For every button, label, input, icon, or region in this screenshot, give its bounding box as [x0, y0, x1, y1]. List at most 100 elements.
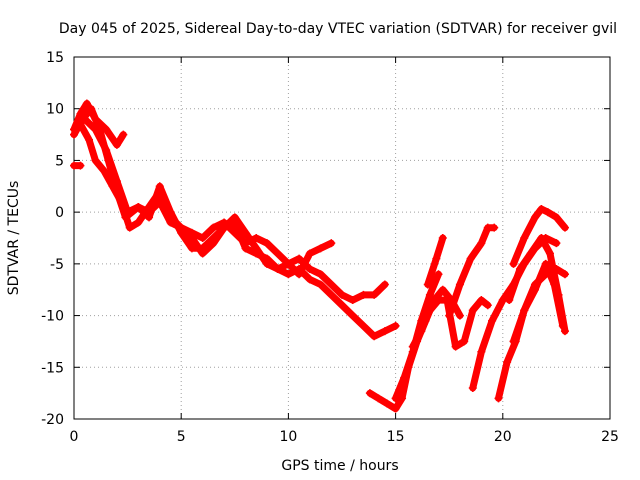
- data-point-track-2-19: [262, 239, 271, 248]
- data-point-track-4-18: [252, 244, 261, 253]
- data-point-track-4-16: [230, 213, 239, 222]
- y-axis-label: SDTVAR / TECUs: [6, 181, 22, 296]
- data-point-track-2-27: [348, 296, 357, 305]
- data-point-track-11-0: [468, 383, 477, 392]
- data-point-track-2-25: [327, 280, 336, 289]
- series-track-9: [423, 234, 447, 289]
- series-track-2: [70, 104, 389, 305]
- data-point-track-9-2: [438, 234, 447, 242]
- data-point-track-4-0: [76, 120, 85, 129]
- data-point-track-4-17: [241, 228, 250, 237]
- data-point-track-2-18: [252, 234, 261, 242]
- series-band-track-3: [81, 115, 400, 340]
- data-point-track-4-21: [284, 259, 293, 268]
- data-point-track-2-23: [305, 265, 314, 274]
- data-point-track-11-8: [552, 239, 561, 248]
- data-point-track-8-4: [443, 296, 452, 305]
- data-point-track-15-2: [530, 213, 539, 222]
- data-point-track-2-0: [70, 130, 78, 139]
- series-band-track-8: [409, 296, 492, 351]
- data-point-track-15-1: [520, 234, 529, 242]
- data-point-track-10-5: [490, 223, 499, 232]
- y-tick-label-3: -5: [50, 257, 64, 273]
- data-point-track-8-9: [483, 301, 492, 310]
- data-point-track-14-0: [505, 296, 514, 305]
- data-point-track-4-9: [155, 187, 164, 196]
- axis-ticks: 0 5 10 15 20 25 -20 -15 -10 -5 0 5 10 15: [41, 50, 619, 445]
- data-point-track-4-6: [125, 223, 134, 232]
- data-point-track-4-24: [316, 244, 325, 253]
- data-point-track-8-3: [434, 296, 443, 305]
- data-point-track-2-30: [380, 280, 389, 289]
- y-tick-label-2: -10: [41, 309, 64, 325]
- y-tick-label-5: 5: [55, 153, 64, 169]
- data-point-track-10-0: [445, 311, 454, 320]
- data-point-track-2-24: [316, 270, 325, 279]
- data-point-track-6-11: [455, 311, 464, 320]
- series-band-track-13: [510, 265, 569, 345]
- data-point-track-2-22: [295, 254, 304, 263]
- plot-frame: [73, 56, 611, 420]
- x-tick-label-2: 10: [279, 429, 297, 445]
- data-point-track-12-5: [541, 259, 550, 268]
- data-point-track-8-5: [451, 342, 460, 351]
- data-point-track-4-7: [134, 218, 143, 227]
- data-point-track-2-2: [87, 104, 96, 113]
- chart-title: Day 045 of 2025, Sidereal Day-to-day VTE…: [59, 21, 617, 37]
- data-point-track-4-10: [166, 213, 175, 222]
- data-point-track-3-24: [338, 301, 346, 310]
- data-point-track-8-8: [477, 296, 486, 305]
- data-point-track-3-28: [380, 327, 389, 336]
- x-tick-label-0: 0: [70, 429, 79, 445]
- data-point-track-3-26: [359, 321, 368, 330]
- data-point-track-13-1: [520, 306, 529, 315]
- data-point-track-11-2: [488, 316, 497, 325]
- data-point-track-1-2: [82, 99, 91, 108]
- data-point-track-8-6: [460, 337, 469, 346]
- data-point-track-2-14: [209, 223, 218, 232]
- data-point-track-4-8: [145, 202, 154, 211]
- data-point-track-4-3: [100, 166, 109, 175]
- data-point-track-3-1: [91, 125, 100, 134]
- data-point-track-9-1: [432, 254, 441, 263]
- data-point-track-4-20: [273, 265, 282, 274]
- data-point-track-3-22: [316, 280, 325, 289]
- grid: [74, 57, 610, 419]
- data-point-track-4-4: [108, 182, 117, 191]
- data-point-track-6-2: [383, 399, 392, 408]
- data-point-track-8-0: [408, 342, 417, 351]
- series-track-14: [505, 234, 569, 336]
- data-series: [70, 99, 569, 413]
- data-point-track-3-3: [112, 177, 121, 186]
- data-point-track-4-13: [198, 249, 207, 258]
- x-tick-label-5: 25: [601, 429, 619, 445]
- series-track-8: [408, 296, 492, 351]
- data-point-track-15-6: [560, 223, 569, 232]
- data-point-track-10-3: [477, 239, 486, 248]
- data-point-track-4-15: [220, 223, 229, 232]
- data-point-track-3-19: [284, 270, 293, 279]
- x-axis-label: GPS time / hours: [281, 458, 398, 474]
- data-point-track-8-1: [417, 327, 426, 336]
- data-point-track-3-23: [327, 290, 336, 299]
- data-point-track-14-1: [515, 265, 524, 274]
- series-track-5: [70, 161, 85, 170]
- data-point-track-3-27: [370, 332, 379, 341]
- y-tick-label-7: 15: [46, 50, 64, 66]
- data-point-track-13-5: [560, 270, 569, 279]
- data-point-track-3-2: [102, 146, 111, 155]
- data-point-track-4-11: [177, 223, 186, 232]
- data-point-track-3-0: [80, 115, 89, 124]
- data-point-track-4-22: [295, 270, 304, 279]
- data-point-track-10-1: [455, 280, 464, 289]
- y-tick-label-0: -20: [41, 412, 64, 428]
- data-point-track-13-0: [509, 337, 518, 346]
- data-point-track-14-3: [537, 234, 546, 242]
- data-point-track-14-4: [545, 249, 554, 258]
- data-point-track-7-5: [434, 270, 443, 279]
- data-point-track-3-29: [391, 321, 400, 330]
- data-point-track-4-23: [305, 249, 314, 258]
- data-point-track-13-2: [530, 280, 539, 289]
- data-point-track-9-0: [423, 280, 432, 289]
- data-point-track-8-7: [468, 306, 477, 315]
